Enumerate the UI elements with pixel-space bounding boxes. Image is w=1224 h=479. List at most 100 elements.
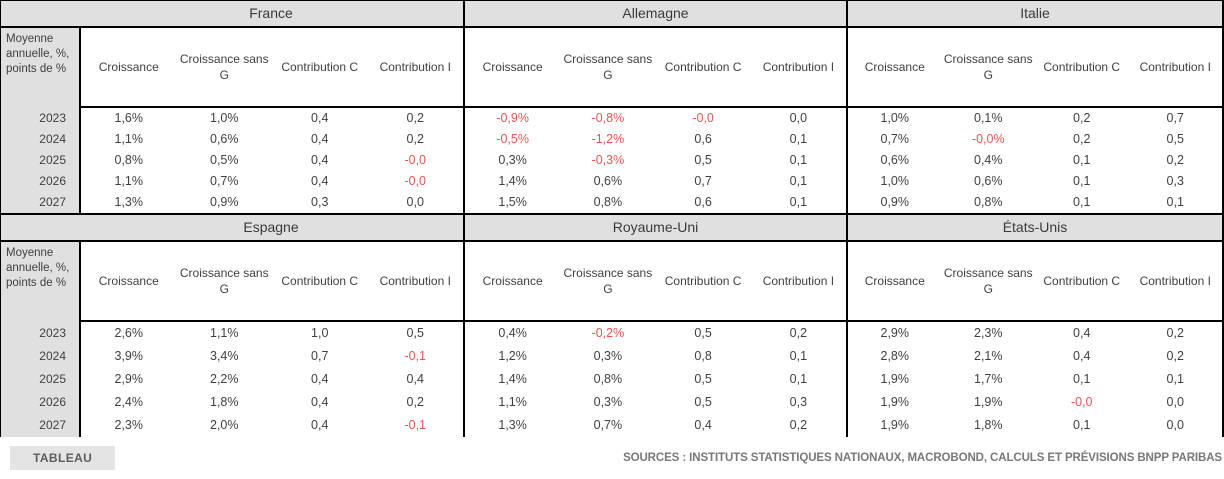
data-cell: 0,9% bbox=[210, 195, 239, 209]
data-cell: 0,1 bbox=[789, 349, 808, 363]
data-cell: 0,4 bbox=[311, 174, 329, 188]
data-cell: 0,3% bbox=[498, 153, 527, 167]
data-cell: 0,4 bbox=[694, 418, 712, 432]
data-cell: -0,0 bbox=[404, 174, 427, 188]
data-cell: 0,3% bbox=[593, 349, 623, 363]
column-header: Croissance bbox=[98, 59, 159, 74]
data-cell: 0,7 bbox=[311, 349, 329, 363]
data-cell: 0,2 bbox=[1073, 111, 1091, 125]
data-cell: 1,0% bbox=[880, 111, 910, 125]
row-label-header: Moyenne annuelle, %, points de % bbox=[6, 247, 70, 289]
data-cell: 0,5 bbox=[406, 326, 424, 340]
table-row: 2,3% 2,0% 0,4 -0,1 bbox=[81, 414, 463, 437]
data-cell: 2,8% bbox=[880, 349, 910, 363]
data-cell: 0,1 bbox=[1073, 153, 1091, 167]
year-label: 2023 bbox=[39, 326, 66, 340]
data-cell: 2,6% bbox=[114, 326, 144, 340]
data-cell: 0,3 bbox=[1166, 174, 1184, 188]
table-block: France Allemagne Italie Moyenne annuelle, %… bbox=[0, 0, 1224, 213]
data-cell: 0,2 bbox=[1073, 132, 1091, 146]
column-header: Croissance bbox=[482, 273, 543, 288]
table-row: 1,1% 0,6% 0,4 0,2 bbox=[81, 129, 463, 150]
data-cell: 0,7% bbox=[593, 418, 623, 432]
table-row: 1,1% 0,3% 0,5 0,3 bbox=[465, 391, 846, 414]
table-row: 0,7% -0,0% 0,2 0,5 bbox=[848, 129, 1222, 150]
year-label: 2027 bbox=[39, 195, 66, 209]
data-cell: 0,1 bbox=[1073, 372, 1091, 386]
data-cell: -0,5% bbox=[496, 132, 529, 146]
data-cell: 0,8 bbox=[694, 349, 712, 363]
data-cell: 0,1 bbox=[1073, 418, 1091, 432]
column-header: Contribution C bbox=[281, 273, 359, 288]
data-cell: 0,0 bbox=[406, 195, 424, 209]
country-section: Croissance Croissance sans G Contribution … bbox=[463, 242, 846, 437]
column-header-row: Croissance Croissance sans G Contribution … bbox=[81, 242, 463, 322]
data-cell: 0,2 bbox=[789, 326, 808, 340]
country-section: Croissance Croissance sans G Contribution … bbox=[846, 242, 1222, 437]
year-label: 2027 bbox=[39, 418, 66, 432]
column-header: Contribution C bbox=[281, 59, 359, 74]
table-row: 0,4% -0,2% 0,5 0,2 bbox=[465, 322, 846, 345]
data-rows: 2,9% 2,3% 0,4 0,2 2,8% 2,1% 0,4 0,2 1,9% 1,7% 0,1 0… bbox=[848, 322, 1222, 437]
data-cell: 1,8% bbox=[974, 418, 1003, 432]
data-cell: -0,0 bbox=[1070, 395, 1093, 409]
data-cell: 0,1 bbox=[1166, 372, 1184, 386]
column-header: Croissance bbox=[482, 59, 543, 74]
data-cell: 0,5 bbox=[1166, 132, 1184, 146]
country-band: Italie bbox=[846, 1, 1222, 26]
data-cell: 0,4 bbox=[311, 418, 329, 432]
data-cell: 0,7% bbox=[210, 174, 239, 188]
data-cell: 0,7% bbox=[880, 132, 910, 146]
data-cell: 2,1% bbox=[974, 349, 1003, 363]
data-cell: 1,1% bbox=[114, 132, 144, 146]
data-cell: -0,8% bbox=[591, 111, 625, 125]
data-cell: 0,7 bbox=[1166, 111, 1184, 125]
column-header: Croissance sans G bbox=[943, 265, 1033, 296]
data-cell: 1,9% bbox=[880, 395, 910, 409]
table-row: 1,3% 0,9% 0,3 0,0 bbox=[81, 192, 463, 213]
data-cell: 0,4 bbox=[311, 132, 329, 146]
data-cell: 0,1 bbox=[1073, 174, 1091, 188]
column-header: Contribution I bbox=[762, 273, 835, 288]
data-cell: 0,4 bbox=[1073, 349, 1091, 363]
column-header: Croissance sans G bbox=[563, 51, 653, 82]
column-header-row: Croissance Croissance sans G Contribution … bbox=[848, 242, 1222, 322]
data-cell: 0,4 bbox=[311, 111, 329, 125]
data-cell: 1,1% bbox=[210, 326, 239, 340]
column-header-row: Croissance Croissance sans G Contribution … bbox=[465, 28, 846, 108]
data-cell: 0,2 bbox=[406, 395, 424, 409]
table-row: 1,0% 0,6% 0,1 0,3 bbox=[848, 171, 1222, 192]
data-cell: 1,1% bbox=[114, 174, 144, 188]
country-band: France bbox=[249, 5, 293, 21]
sources-text: SOURCES : INSTITUTS STATISTIQUES NATIONA… bbox=[623, 452, 1222, 464]
data-cell: 0,6 bbox=[694, 132, 712, 146]
column-header: Contribution I bbox=[762, 59, 835, 74]
data-rows: 0,4% -0,2% 0,5 0,2 1,2% 0,3% 0,8 0,1 1,4% 0,8% 0,5… bbox=[465, 322, 846, 437]
table-row: 0,3% -0,3% 0,5 0,1 bbox=[465, 150, 846, 171]
data-cell: 1,9% bbox=[880, 418, 910, 432]
data-cell: 0,6% bbox=[974, 174, 1003, 188]
data-cell: 1,2% bbox=[498, 349, 527, 363]
column-header: Contribution I bbox=[379, 273, 451, 288]
country-band-row: France Allemagne Italie bbox=[1, 0, 1222, 28]
table-row: 2,9% 2,3% 0,4 0,2 bbox=[848, 322, 1222, 345]
data-cell: 0,4 bbox=[311, 153, 329, 167]
data-cell: -0,1 bbox=[404, 418, 427, 432]
column-header: Contribution C bbox=[1043, 59, 1121, 74]
data-cell: 0,4 bbox=[311, 395, 329, 409]
data-cell: 0,5 bbox=[694, 326, 712, 340]
table-row: -0,9% -0,8% -0,0 0,0 bbox=[465, 108, 846, 129]
table-row: 3,9% 3,4% 0,7 -0,1 bbox=[81, 345, 463, 368]
table-row: 0,6% 0,4% 0,1 0,2 bbox=[848, 150, 1222, 171]
year-label: 2023 bbox=[39, 111, 66, 125]
year-label: 2026 bbox=[39, 174, 66, 188]
country-band: Espagne bbox=[243, 219, 299, 235]
country-band-row: Espagne Royaume-Uni États-Unis bbox=[1, 213, 1222, 242]
data-cell: 0,2 bbox=[1166, 326, 1184, 340]
data-cell: 2,9% bbox=[880, 326, 910, 340]
data-cell: 0,8% bbox=[593, 372, 623, 386]
table-block: Espagne Royaume-Uni États-Unis Moyenne annu… bbox=[0, 213, 1224, 437]
table-body: Moyenne annuelle, %, points de % 2023 2024… bbox=[1, 242, 1222, 437]
data-cell: 1,1% bbox=[498, 395, 527, 409]
table-row: 1,9% 1,9% -0,0 0,0 bbox=[848, 391, 1222, 414]
